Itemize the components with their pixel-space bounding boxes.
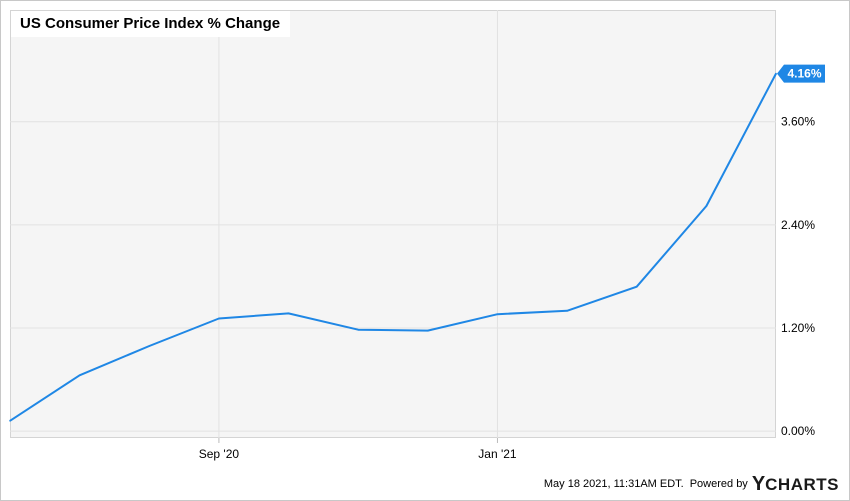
y-tick-label: 1.20%	[781, 321, 815, 335]
series-point	[148, 345, 151, 347]
last-value-label: 4.16%	[787, 67, 821, 81]
series-point	[287, 312, 290, 315]
chart-title: US Consumer Price Index % Change	[11, 11, 291, 37]
series-point	[635, 285, 638, 288]
series-point	[496, 313, 499, 316]
series-line	[9, 73, 777, 422]
ycharts-logo-initial: Y	[751, 472, 766, 495]
series-point	[218, 317, 220, 320]
series-point	[705, 205, 708, 207]
ycharts-logo[interactable]: Y CHARTS	[752, 473, 839, 496]
plot-area	[10, 10, 776, 438]
series-point	[357, 328, 359, 331]
axis-layer: 0.00% 1.20% 2.40% 3.60% Sep '20 Jan '21 4.16%	[199, 64, 825, 461]
y-tick-label: 3.60%	[781, 115, 815, 129]
grid-layer	[10, 10, 776, 438]
powered-by-text: Powered by	[689, 478, 748, 490]
series-point	[9, 420, 11, 422]
x-tick-label: Jan '21	[478, 447, 517, 461]
y-tick-label: 2.40%	[781, 218, 815, 232]
y-tick-label: 0.00%	[781, 424, 815, 438]
series-point	[566, 310, 568, 312]
x-tick-label: Sep '20	[199, 447, 240, 461]
timestamp-text: May 18 2021, 11:31AM EDT.	[543, 478, 684, 490]
series-point	[775, 72, 777, 75]
ycharts-logo-text: CHARTS	[765, 474, 839, 494]
series-layer	[9, 72, 777, 422]
series-point	[78, 374, 81, 377]
last-value-flag	[777, 64, 825, 83]
chart-footer: May 18 2021, 11:31AM EDT. Powered by Y CH…	[544, 473, 839, 495]
series-point	[427, 329, 429, 332]
